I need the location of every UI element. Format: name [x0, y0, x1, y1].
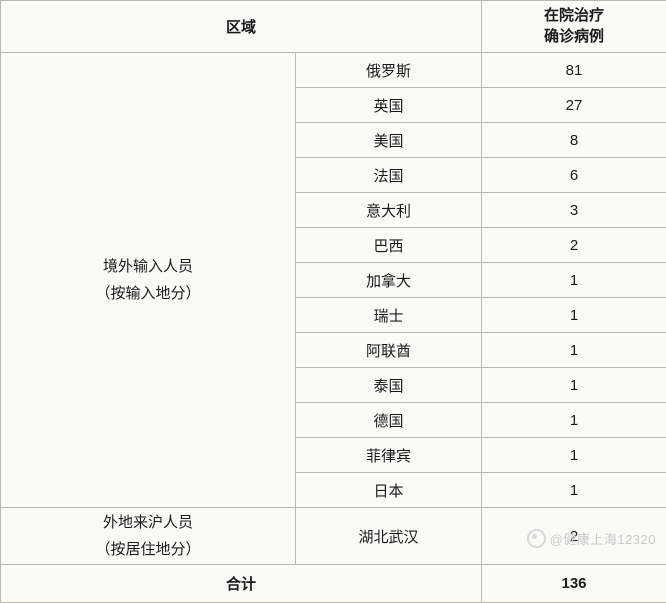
- group-label-line2: （按居住地分）: [1, 536, 295, 563]
- place-cell: 阿联酋: [296, 333, 482, 368]
- place-cell: 法国: [296, 158, 482, 193]
- place-cell: 日本: [296, 473, 482, 508]
- group-label-domestic: 外地来沪人员 （按居住地分）: [1, 508, 296, 565]
- place-cell: 巴西: [296, 228, 482, 263]
- place-cell: 意大利: [296, 193, 482, 228]
- cases-cell: 81: [482, 53, 666, 88]
- group-label-line1: 外地来沪人员: [1, 509, 295, 536]
- cases-cell: 8: [482, 123, 666, 158]
- cases-cell: 27: [482, 88, 666, 123]
- watermark-text: @健康上海12320: [550, 529, 656, 548]
- place-cell: 瑞士: [296, 298, 482, 333]
- header-cases-line2: 确诊病例: [482, 27, 666, 47]
- group-label-line2: （按输入地分）: [1, 280, 295, 307]
- group-label-line1: 境外输入人员: [1, 253, 295, 280]
- cases-cell: 1: [482, 473, 666, 508]
- cases-cell: 1: [482, 263, 666, 298]
- table-total-row: 合计 136: [1, 565, 666, 603]
- table-header-row: 区域 在院治疗 确诊病例: [1, 1, 666, 53]
- header-cases: 在院治疗 确诊病例: [482, 1, 666, 53]
- cases-cell: 2: [482, 228, 666, 263]
- header-region: 区域: [1, 1, 482, 53]
- cases-cell: 1: [482, 403, 666, 438]
- cases-cell: 1: [482, 298, 666, 333]
- watermark: @健康上海12320: [527, 529, 656, 548]
- place-cell: 美国: [296, 123, 482, 158]
- table-row: 境外输入人员 （按输入地分） 俄罗斯 81: [1, 53, 666, 88]
- place-cell: 加拿大: [296, 263, 482, 298]
- document-page: 区域 在院治疗 确诊病例 境外输入人员 （按输入地分） 俄罗斯 81 英国 27: [0, 0, 666, 554]
- header-cases-line1: 在院治疗: [482, 6, 666, 26]
- place-cell: 英国: [296, 88, 482, 123]
- cases-cell: 3: [482, 193, 666, 228]
- cases-cell: 1: [482, 438, 666, 473]
- total-cases: 136: [482, 565, 666, 603]
- place-cell: 俄罗斯: [296, 53, 482, 88]
- cases-cell: 1: [482, 368, 666, 403]
- place-cell: 泰国: [296, 368, 482, 403]
- weibo-logo-icon: [527, 529, 546, 548]
- total-label: 合计: [1, 565, 482, 603]
- place-cell: 湖北武汉: [296, 508, 482, 565]
- cases-cell: 6: [482, 158, 666, 193]
- place-cell: 德国: [296, 403, 482, 438]
- cases-cell: 1: [482, 333, 666, 368]
- place-cell: 菲律宾: [296, 438, 482, 473]
- group-label-imported: 境外输入人员 （按输入地分）: [1, 53, 296, 508]
